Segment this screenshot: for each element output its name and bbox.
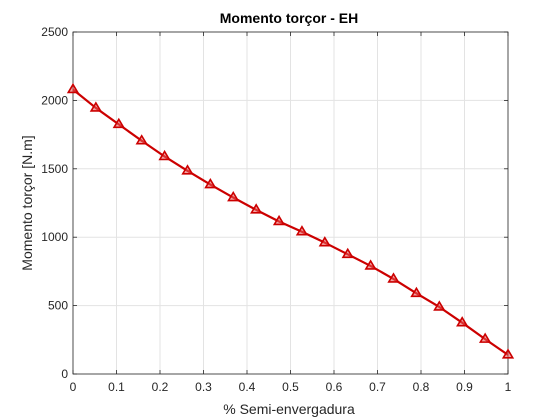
data-point-marker: [501, 348, 515, 359]
data-point-marker: [204, 177, 217, 189]
data-point-marker: [89, 101, 103, 112]
chart-title: Momento torçor - EH: [220, 10, 358, 26]
data-point-marker: [135, 134, 148, 145]
data-point-marker: [433, 300, 446, 311]
series-layer: [66, 82, 515, 359]
data-point-marker: [456, 316, 469, 327]
y-tick-label: 1000: [41, 230, 68, 244]
data-point-marker: [158, 149, 171, 161]
x-tick-label: 0.4: [239, 380, 256, 394]
y-tick-label: 1500: [41, 162, 68, 176]
x-tick-label: 0.7: [369, 380, 386, 394]
x-tick-label: 0.3: [195, 380, 212, 394]
x-axis-label: % Semi-envergadura: [223, 401, 355, 417]
data-point-marker: [66, 82, 80, 94]
x-tick-label: 0.5: [282, 380, 299, 394]
x-tick-label: 0.1: [108, 380, 125, 394]
y-tick-label: 500: [48, 299, 68, 313]
x-tick-label: 0.6: [326, 380, 343, 394]
data-point-marker: [364, 259, 377, 270]
data-point-marker: [227, 190, 240, 202]
x-tick-label: 1: [505, 380, 512, 394]
data-point-marker: [181, 164, 194, 175]
data-point-marker: [341, 247, 354, 259]
y-tick-label: 2000: [41, 93, 68, 107]
data-point-marker: [478, 332, 492, 343]
data-point-marker: [295, 225, 309, 236]
data-point-marker: [112, 117, 125, 129]
x-tick-label: 0: [70, 380, 77, 394]
x-tick-label: 0.2: [152, 380, 169, 394]
data-point-marker: [318, 236, 331, 247]
data-point-marker: [272, 214, 286, 226]
data-point-marker: [410, 286, 423, 298]
y-tick-label: 2500: [41, 25, 68, 39]
data-point-marker: [250, 203, 263, 214]
axis-ticks: 0 0.1 0.2 0.3 0.4 0.5 0.6 0.7 0.8 0.9 1 0 500 1000 150…: [41, 25, 511, 394]
y-tick-label: 0: [61, 367, 68, 381]
y-axis-label: Momento torçor [N.m]: [19, 135, 35, 270]
data-point-marker: [387, 272, 400, 283]
x-tick-label: 0.8: [413, 380, 430, 394]
x-tick-label: 0.9: [456, 380, 473, 394]
